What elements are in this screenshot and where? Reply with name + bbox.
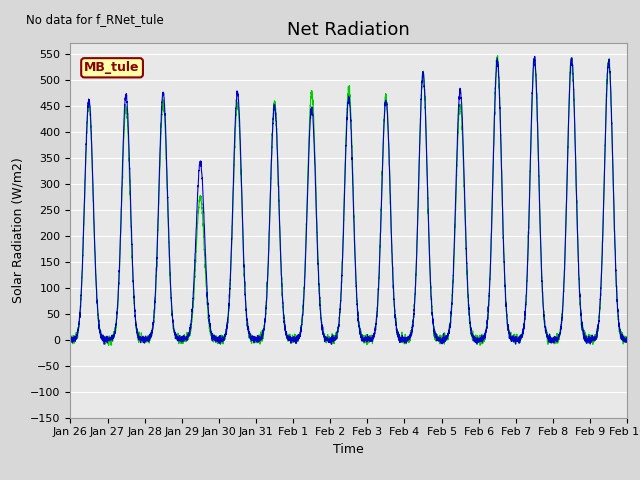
RNet_wat [328,336,336,341]
Rnet_4way [474,337,481,343]
RNet_wat [167,283,175,288]
Rnet_4way [67,337,74,343]
RNet_wat [443,336,451,342]
RNet_wat [623,335,630,341]
Rnet_4way [105,343,113,348]
RNet_wat [623,337,631,343]
RNet_wat [506,331,513,336]
Rnet_4way [328,331,336,336]
Rnet_4way [623,338,631,344]
Line: Rnet_4way: Rnet_4way [70,56,627,346]
Line: RNet_wat: RNet_wat [70,57,627,344]
Y-axis label: Solar Radiation (W/m2): Solar Radiation (W/m2) [12,157,25,303]
RNet_wat [100,341,108,347]
X-axis label: Time: Time [333,443,364,456]
Title: Net Radiation: Net Radiation [287,21,410,39]
Rnet_4way [506,335,513,340]
Rnet_4way [494,53,502,59]
RNet_wat [67,336,74,342]
Rnet_4way [167,287,175,293]
Rnet_4way [623,339,630,345]
Text: MB_tule: MB_tule [84,61,140,74]
Rnet_4way [443,334,451,339]
Text: No data for f_RNet_tule: No data for f_RNet_tule [26,13,164,26]
RNet_wat [474,336,481,342]
RNet_wat [531,54,539,60]
